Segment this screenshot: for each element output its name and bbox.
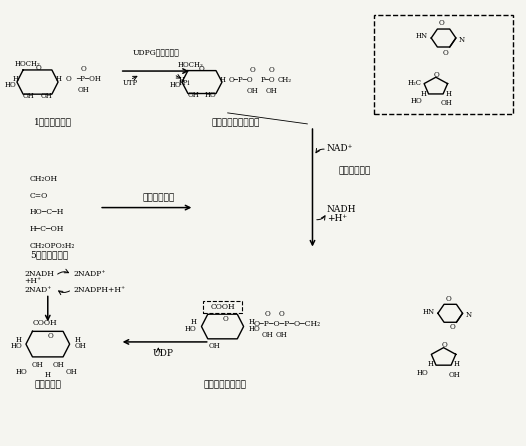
Text: 2NADPH+H⁺: 2NADPH+H⁺ <box>74 286 126 294</box>
Text: O: O <box>265 310 270 318</box>
Text: OH: OH <box>261 331 273 339</box>
Text: H: H <box>16 336 22 344</box>
Bar <box>203 301 241 313</box>
Text: 磷酸戊糖通路: 磷酸戊糖通路 <box>142 193 175 202</box>
Text: OH: OH <box>209 342 221 350</box>
Text: HOCH₃: HOCH₃ <box>177 61 203 69</box>
Text: H: H <box>248 318 254 326</box>
Text: HO: HO <box>15 368 27 376</box>
Text: +H⁺: +H⁺ <box>327 214 347 223</box>
Text: H: H <box>453 359 459 368</box>
Text: HO: HO <box>11 343 22 350</box>
Text: H: H <box>75 336 80 344</box>
Text: O─P─O─P─O─CH₂: O─P─O─P─O─CH₂ <box>254 320 320 328</box>
Text: CH₂OH: CH₂OH <box>30 175 58 183</box>
Text: HO: HO <box>185 325 197 333</box>
Text: HOCH₂: HOCH₂ <box>14 61 40 68</box>
Text: O: O <box>269 66 275 74</box>
Text: NADH: NADH <box>327 205 357 214</box>
Text: O: O <box>443 49 449 57</box>
Text: OH: OH <box>52 361 64 369</box>
Text: NAD⁺: NAD⁺ <box>327 144 353 153</box>
Text: UDPG焦磷酸化酶: UDPG焦磷酸化酶 <box>132 50 179 58</box>
Text: P─O: P─O <box>261 76 276 84</box>
Text: ─P─OH: ─P─OH <box>76 75 101 83</box>
Text: OH: OH <box>449 371 460 379</box>
Text: H: H <box>178 76 185 84</box>
Text: O: O <box>449 323 455 331</box>
Text: HO: HO <box>4 81 16 89</box>
Text: 5－磷酸木酮糖: 5－磷酸木酮糖 <box>30 250 68 259</box>
Text: H: H <box>445 90 451 98</box>
Text: OH: OH <box>78 87 89 95</box>
Text: O: O <box>36 64 42 72</box>
Text: O: O <box>81 65 87 73</box>
Text: OH: OH <box>188 91 200 99</box>
Bar <box>374 15 513 114</box>
Text: OH: OH <box>266 87 278 95</box>
Text: HO: HO <box>411 98 422 105</box>
Text: H: H <box>56 75 62 83</box>
Text: N: N <box>466 311 472 319</box>
Text: HO─C─H: HO─C─H <box>30 208 64 216</box>
Text: OH: OH <box>247 87 258 95</box>
Text: O: O <box>249 66 255 74</box>
Text: O: O <box>442 341 448 349</box>
Text: 尿二磷葡萄糖醛酸: 尿二磷葡萄糖醛酸 <box>204 381 247 390</box>
Text: HO: HO <box>248 325 260 333</box>
Text: O: O <box>66 75 72 83</box>
Text: 尿二磷葡萄糖脱氢酶: 尿二磷葡萄糖脱氢酶 <box>211 118 259 127</box>
Text: O: O <box>446 295 451 303</box>
Text: O: O <box>434 70 440 78</box>
Text: HN: HN <box>423 308 435 315</box>
Text: UDP: UDP <box>153 348 174 358</box>
Text: HO: HO <box>204 91 216 99</box>
Text: OH: OH <box>75 343 86 350</box>
Text: 1－磷酸葡萄糖: 1－磷酸葡萄糖 <box>34 117 72 126</box>
Text: COOH: COOH <box>210 303 235 311</box>
Text: 尿二磷葡萄糖: 尿二磷葡萄糖 <box>338 166 370 176</box>
Text: H: H <box>428 359 434 368</box>
Text: O: O <box>47 332 53 340</box>
Text: H: H <box>45 371 51 379</box>
Text: CH₂: CH₂ <box>278 76 292 84</box>
Text: C=O: C=O <box>30 192 48 200</box>
Text: OH: OH <box>66 368 77 376</box>
Text: 2NAD⁺: 2NAD⁺ <box>25 286 52 294</box>
Text: H: H <box>420 90 427 98</box>
Text: UTP: UTP <box>123 79 138 87</box>
Text: H₂C: H₂C <box>408 79 421 87</box>
Text: OH: OH <box>41 92 53 100</box>
Text: PPi: PPi <box>178 79 190 87</box>
Text: H: H <box>191 318 197 326</box>
Text: O─P─O: O─P─O <box>229 76 254 84</box>
Text: H: H <box>219 76 226 84</box>
Text: H: H <box>13 75 19 83</box>
Text: HO: HO <box>170 81 181 89</box>
Text: HO: HO <box>417 369 428 377</box>
Text: 葡萄糖醛酸: 葡萄糖醛酸 <box>34 381 61 390</box>
Text: COOH: COOH <box>33 318 57 326</box>
Text: O: O <box>199 65 205 73</box>
Text: 2NADP⁺: 2NADP⁺ <box>74 270 106 278</box>
Text: HN: HN <box>416 32 428 40</box>
Text: O: O <box>439 20 444 28</box>
Text: N: N <box>459 36 465 44</box>
Text: OH: OH <box>276 331 288 339</box>
Text: 2NADH: 2NADH <box>25 270 55 278</box>
Text: OH: OH <box>23 92 34 100</box>
Text: +H⁺: +H⁺ <box>25 277 42 285</box>
Text: OH: OH <box>32 361 43 369</box>
Text: O: O <box>279 310 285 318</box>
Text: H─C─OH: H─C─OH <box>30 225 64 233</box>
Text: O: O <box>222 314 228 322</box>
Text: OH: OH <box>441 99 453 107</box>
Text: CH₂OPO₃H₂: CH₂OPO₃H₂ <box>30 242 75 250</box>
